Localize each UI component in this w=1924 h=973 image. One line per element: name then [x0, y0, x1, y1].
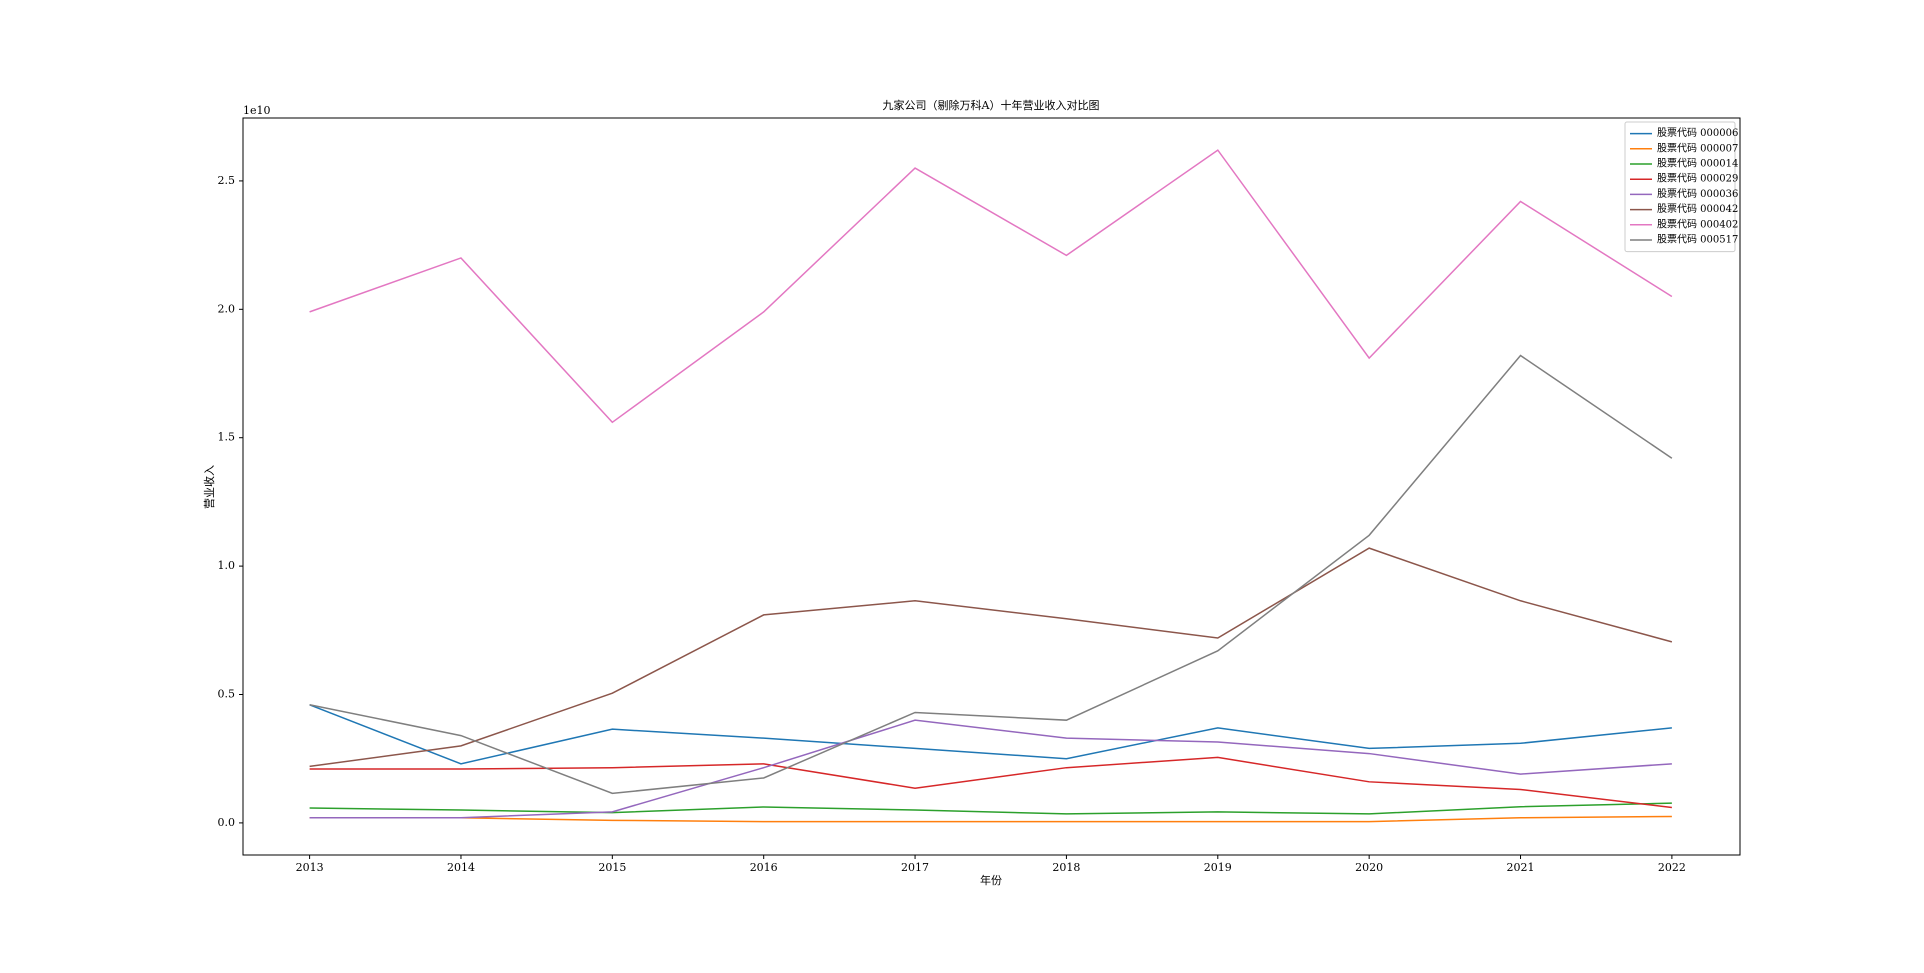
x-tick-label: 2020 — [1355, 861, 1383, 874]
x-tick-label: 2017 — [901, 861, 929, 874]
y-tick-label: 2.5 — [218, 174, 236, 187]
legend-label: 股票代码 000042 — [1657, 203, 1738, 215]
x-tick-label: 2019 — [1204, 861, 1232, 874]
legend-box — [1624, 121, 1736, 253]
x-tick-label: 2016 — [750, 861, 778, 874]
y-tick-label: 1.0 — [218, 559, 236, 572]
y-axis-label: 营业收入 — [202, 465, 216, 509]
series-line — [309, 802, 1672, 815]
x-tick-label: 2018 — [1052, 861, 1080, 874]
series-line — [309, 547, 1673, 768]
plot-frame — [242, 117, 1741, 856]
y-tick-label: 0.5 — [218, 688, 236, 701]
series-line — [309, 815, 1672, 823]
y-tick-label: 1.5 — [218, 431, 236, 444]
chart-title: 九家公司（剔除万科A）十年营业收入对比图 — [883, 98, 1100, 112]
x-tick-label: 2015 — [598, 861, 626, 874]
series-line — [309, 719, 1672, 819]
series-line — [309, 704, 1672, 765]
series-line — [309, 149, 1673, 424]
legend-label: 股票代码 000006 — [1657, 127, 1738, 139]
x-axis-label: 年份 — [980, 873, 1002, 887]
x-tick-label: 2013 — [296, 861, 324, 874]
series-line — [309, 354, 1673, 795]
series-line — [309, 756, 1672, 809]
x-tick-label: 2022 — [1658, 861, 1686, 874]
legend-label: 股票代码 000517 — [1657, 234, 1738, 246]
y-tick-label: 0.0 — [218, 816, 236, 829]
x-tick-label: 2014 — [447, 861, 475, 874]
legend-label: 股票代码 000036 — [1657, 188, 1738, 200]
x-tick-label: 2021 — [1507, 861, 1535, 874]
legend-label: 股票代码 000007 — [1657, 142, 1738, 154]
legend-label: 股票代码 000014 — [1657, 158, 1738, 170]
y-offset-label: 1e10 — [243, 104, 271, 117]
y-tick-label: 2.0 — [218, 302, 236, 315]
legend-label: 股票代码 000402 — [1657, 218, 1738, 230]
legend-label: 股票代码 000029 — [1657, 173, 1738, 185]
